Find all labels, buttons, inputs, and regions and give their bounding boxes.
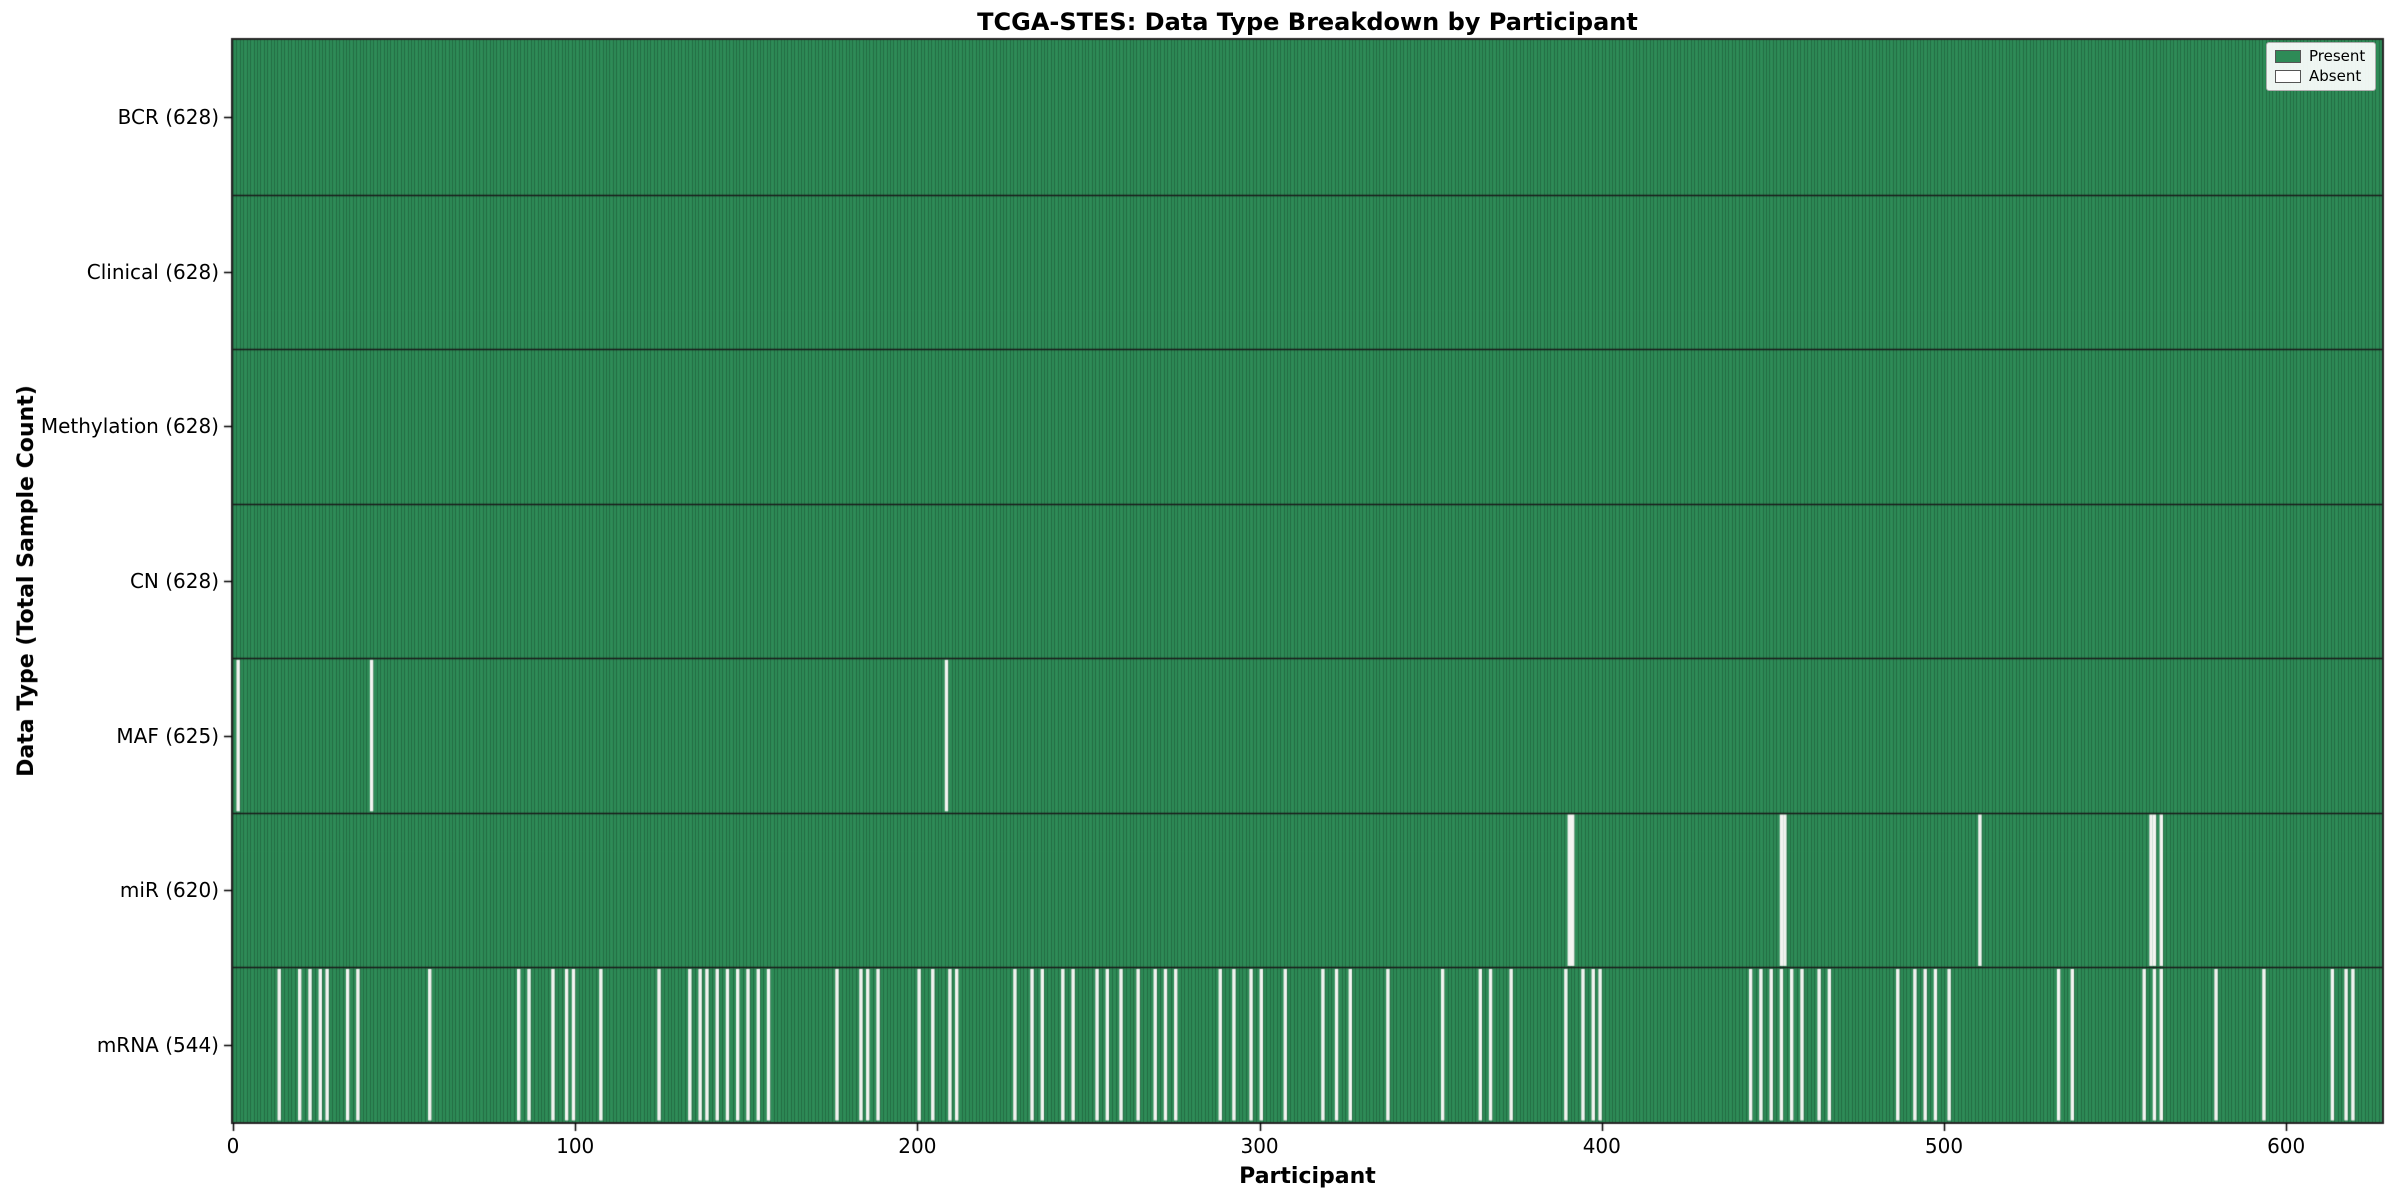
y-tick-label: BCR (628) <box>117 105 219 130</box>
x-tick-label: 500 <box>1924 1134 1964 1158</box>
y-tick-label: CN (628) <box>129 569 219 593</box>
y-tick-label: MAF (625) <box>116 723 219 748</box>
x-tick-label: 300 <box>1240 1134 1279 1158</box>
x-tick-label: 200 <box>898 1134 937 1158</box>
x-tick-label: 100 <box>556 1134 595 1158</box>
x-tick-label: 600 <box>2267 1134 2306 1158</box>
y-axis-label-text: Data Type (Total Sample Count) <box>14 385 39 777</box>
legend-item: Absent <box>2275 69 2365 84</box>
y-tick-label: Clinical (628) <box>86 259 219 284</box>
chart-title: TCGA-STES: Data Type Breakdown by Partic… <box>977 8 1638 36</box>
legend-swatch-present <box>2275 50 2301 63</box>
y-tick-label: Methylation (628) <box>40 414 219 439</box>
y-tick-label: miR (620) <box>119 878 219 903</box>
legend-label: Present <box>2309 47 2366 65</box>
x-tick-label: 0 <box>226 1134 240 1158</box>
legend: Present Absent <box>2266 42 2377 91</box>
legend-label: Absent <box>2309 67 2362 85</box>
x-axis-label: Participant <box>1239 1164 1376 1189</box>
legend-swatch-absent <box>2275 70 2301 83</box>
y-tick-label: mRNA (544) <box>96 1032 219 1057</box>
x-tick-label: 400 <box>1582 1134 1621 1158</box>
legend-item: Present <box>2275 49 2365 64</box>
